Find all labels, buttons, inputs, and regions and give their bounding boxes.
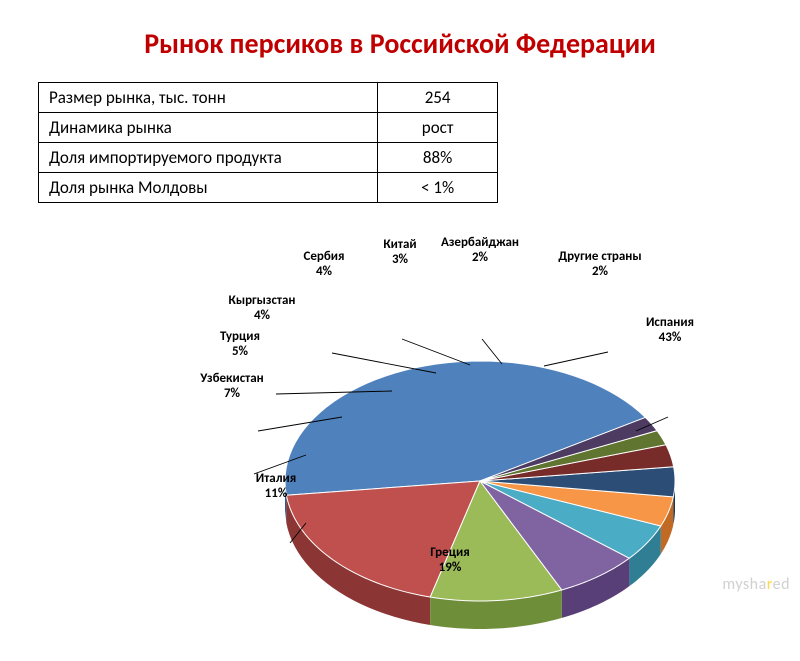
watermark: myshared <box>722 575 790 594</box>
leader-line <box>332 353 436 373</box>
pie-label: Испания43% <box>620 316 720 346</box>
pie-label: Кыргызстан4% <box>212 294 312 324</box>
pie-label: Турция5% <box>190 330 290 360</box>
pie-label: Узбекистан7% <box>182 372 282 402</box>
pie-label: Италия11% <box>226 472 326 502</box>
pie-label: Греция19% <box>400 546 500 576</box>
leader-line <box>482 339 502 364</box>
pie-label: Азербайджан2% <box>430 236 530 266</box>
leader-line <box>544 352 608 366</box>
leader-line <box>402 339 470 365</box>
page-title: Рынок персиков в Российской Федерации <box>0 0 800 61</box>
pie-label: Другие страны2% <box>550 250 650 280</box>
